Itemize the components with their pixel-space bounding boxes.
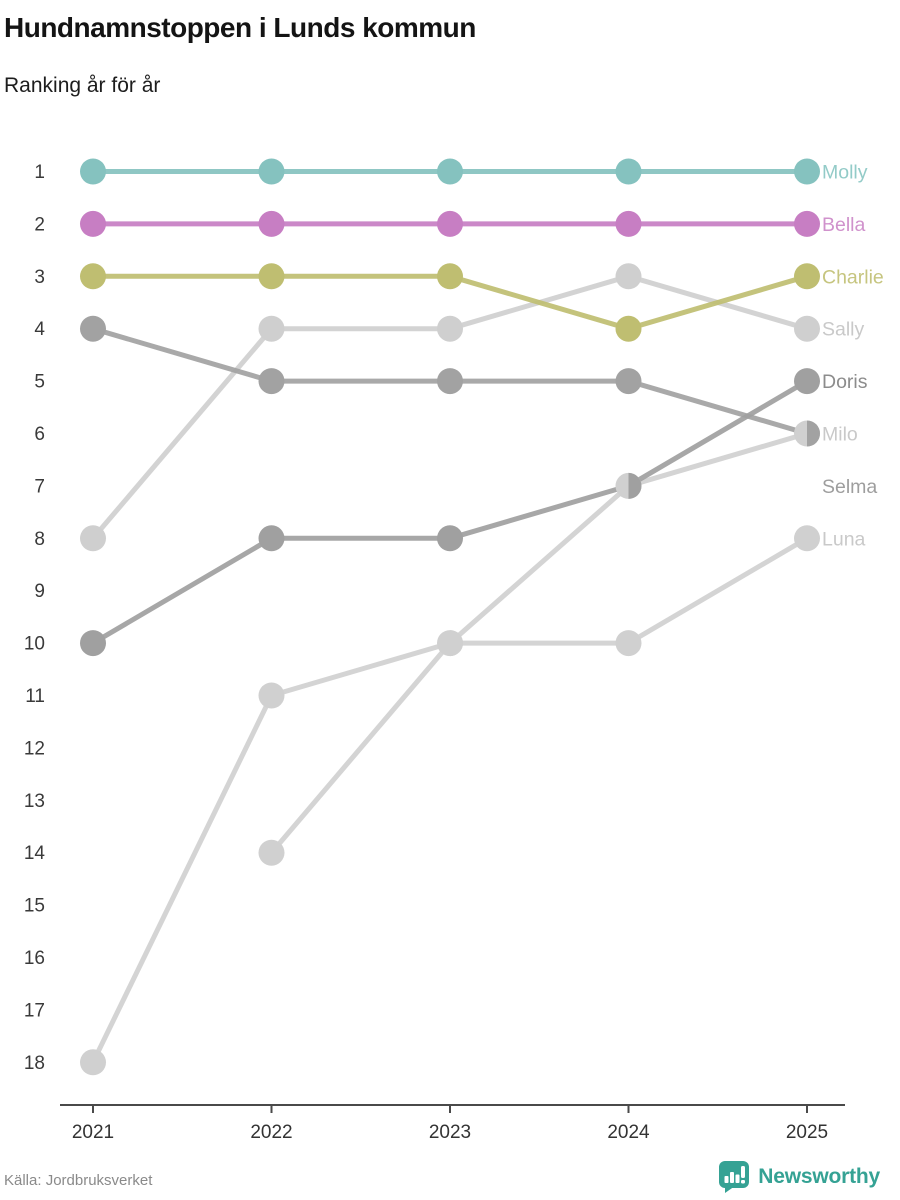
data-point-bella	[258, 210, 285, 237]
rank-axis-label: 2	[34, 214, 45, 235]
rank-axis-label: 14	[24, 843, 46, 864]
data-point-selma	[80, 315, 106, 342]
series-line-sally	[91, 273, 808, 540]
data-point-sally	[794, 315, 820, 342]
series-line-milo	[269, 431, 808, 855]
data-point-luna	[258, 682, 285, 709]
data-point-doris	[437, 525, 463, 552]
data-point-sally	[80, 525, 106, 552]
series-label-luna: Luna	[822, 528, 866, 550]
rank-axis-label: 12	[24, 738, 45, 759]
data-point-selma	[258, 368, 285, 395]
data-point-doris	[628, 472, 642, 499]
newsworthy-logo-text: Newsworthy	[758, 1165, 880, 1188]
data-point-charlie	[258, 263, 285, 290]
rank-axis-label: 16	[24, 948, 45, 969]
series-label-sally: Sally	[822, 319, 865, 341]
rank-axis-label: 4	[34, 319, 45, 340]
data-point-milo	[450, 630, 464, 657]
rank-axis-label: 6	[34, 424, 45, 445]
data-point-molly	[794, 158, 820, 185]
rank-axis-label: 8	[34, 529, 45, 550]
data-point-charlie	[615, 315, 642, 342]
data-point-selma	[615, 368, 642, 395]
data-point-molly	[437, 158, 463, 185]
rank-axis-label: 18	[24, 1053, 45, 1074]
data-point-luna	[615, 630, 642, 657]
series-label-bella: Bella	[822, 214, 866, 236]
rank-axis-label: 9	[34, 581, 45, 602]
year-axis-label: 2025	[786, 1122, 828, 1143]
data-point-sally	[258, 315, 285, 342]
series-label-selma: Selma	[822, 476, 877, 498]
data-point-charlie	[437, 263, 463, 290]
data-point-molly	[258, 158, 285, 185]
data-point-selma	[807, 420, 821, 447]
source-note: Källa: Jordbruksverket	[4, 1172, 153, 1189]
data-point-selma	[437, 368, 463, 395]
data-point-molly	[80, 158, 106, 185]
data-point-charlie	[80, 263, 106, 290]
year-axis-label: 2021	[72, 1122, 114, 1143]
data-point-luna	[794, 525, 820, 552]
rank-axis-label: 5	[34, 372, 45, 393]
rank-axis-label: 13	[24, 791, 45, 812]
data-point-molly	[615, 158, 642, 185]
year-axis-label: 2023	[429, 1122, 471, 1143]
data-point-milo	[258, 839, 285, 866]
data-point-doris	[80, 630, 106, 657]
data-point-luna	[80, 1049, 106, 1076]
rank-axis-label: 1	[34, 162, 45, 183]
series-label-milo: Milo	[822, 424, 858, 446]
newsworthy-logo[interactable]: Newsworthy	[718, 1160, 880, 1194]
rank-axis-label: 15	[24, 896, 45, 917]
rank-axis-label: 7	[34, 476, 45, 497]
series-label-molly: Molly	[822, 162, 868, 184]
data-point-bella	[437, 210, 463, 237]
chart-subtitle: Ranking år för år	[4, 74, 161, 97]
data-point-doris	[258, 525, 285, 552]
data-point-bella	[615, 210, 642, 237]
year-axis-label: 2024	[607, 1122, 650, 1143]
series-line-luna	[90, 536, 809, 1064]
data-point-sally	[615, 263, 642, 290]
data-point-charlie	[794, 263, 820, 290]
data-point-sally	[437, 315, 463, 342]
rank-axis-label: 3	[34, 267, 45, 288]
rank-axis-label: 10	[24, 634, 45, 655]
data-point-doris	[794, 368, 820, 395]
newsworthy-logo-icon	[719, 1161, 750, 1193]
data-point-bella	[794, 210, 820, 237]
rank-axis-label: 11	[25, 686, 45, 707]
series-label-charlie: Charlie	[822, 266, 884, 288]
rank-axis-label: 17	[24, 1000, 45, 1021]
chart-title: Hundnamnstoppen i Lunds kommun	[4, 12, 476, 43]
series-label-doris: Doris	[822, 371, 868, 393]
year-axis-label: 2022	[250, 1122, 292, 1143]
data-point-bella	[80, 210, 106, 237]
